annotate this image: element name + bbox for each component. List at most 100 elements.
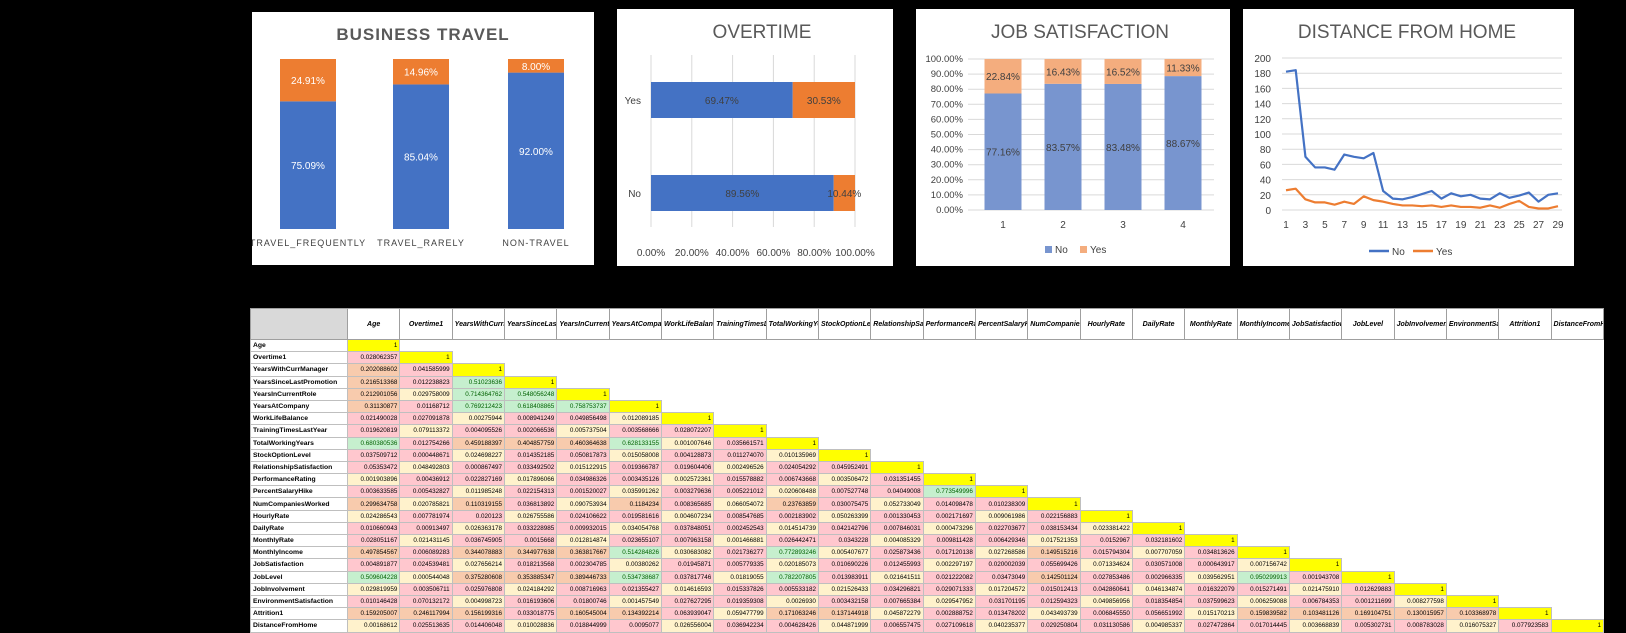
table-cell: 0.045952491 xyxy=(817,460,872,475)
table-cell: 0.001520027 xyxy=(556,485,610,499)
empty-cell xyxy=(1080,497,1133,511)
empty-cell xyxy=(1446,412,1499,425)
table-cell: 0.027109618 xyxy=(922,619,976,633)
table-cell: 0.01800746 xyxy=(556,594,610,609)
table-cell: 0.000643917 xyxy=(1184,558,1238,572)
column-header: MonthlyIncome xyxy=(1236,308,1290,340)
empty-cell xyxy=(1027,388,1081,401)
table-cell: 0.021222082 xyxy=(922,570,976,584)
empty-cell xyxy=(1551,449,1604,462)
empty-cell xyxy=(1498,473,1552,486)
row-header: YearsAtCompany xyxy=(250,399,348,414)
row-header: Age xyxy=(250,338,348,353)
empty-cell xyxy=(1289,351,1342,364)
table-cell: 0.00436912 xyxy=(399,473,453,487)
empty-cell xyxy=(1080,351,1133,364)
table-cell: 0.548056248 xyxy=(503,387,558,401)
empty-cell xyxy=(1341,363,1395,377)
empty-cell xyxy=(452,351,505,364)
data-label: 88.67% xyxy=(1166,139,1200,150)
table-cell: 0.156199316 xyxy=(451,607,505,621)
empty-cell xyxy=(1551,424,1604,437)
table-cell: 0.130015957 xyxy=(1393,607,1447,621)
table-cell: 0.024698227 xyxy=(451,448,505,462)
empty-cell xyxy=(1341,388,1395,401)
table-row: NumCompaniesWorked 0.299634758 0.020785821… xyxy=(250,497,1604,511)
table-cell: 0.404857759 xyxy=(503,436,558,450)
table-row: Age 1 xyxy=(250,338,1604,353)
empty-cell xyxy=(1446,534,1499,547)
x-tick-label: 1 xyxy=(1283,220,1289,231)
empty-cell xyxy=(766,339,819,352)
empty-cell xyxy=(1551,388,1604,401)
x-tick-label: 29 xyxy=(1552,220,1564,231)
table-cell: 0.009932015 xyxy=(556,521,610,536)
table-cell: 0.014406048 xyxy=(451,619,505,633)
data-label: 83.48% xyxy=(1106,143,1140,154)
table-cell: 0.005432827 xyxy=(399,485,453,499)
empty-cell xyxy=(1184,485,1238,498)
data-label: 89.56% xyxy=(725,189,759,200)
empty-cell xyxy=(975,461,1028,474)
x-tick-label: 15 xyxy=(1416,220,1428,231)
y-tick-label: 100.00% xyxy=(925,54,963,65)
row-header: DailyRate xyxy=(250,521,348,536)
empty-cell xyxy=(1184,351,1238,364)
bar-no-s0 xyxy=(651,175,834,211)
column-header: PercentSalaryHike xyxy=(974,308,1029,340)
empty-cell xyxy=(1446,339,1499,352)
empty-cell xyxy=(1132,485,1185,498)
table-cell: 0.020123 xyxy=(451,509,505,523)
table-cell: 0.036745905 xyxy=(451,533,505,548)
table-cell: 0.028051167 xyxy=(346,533,401,548)
empty-cell xyxy=(1551,595,1604,608)
empty-cell xyxy=(1184,522,1238,535)
empty-cell xyxy=(1341,522,1395,535)
data-label: 75.09% xyxy=(291,161,325,172)
table-cell: 0.149515216 xyxy=(1027,546,1081,560)
empty-cell xyxy=(923,412,976,425)
table-cell: 0.004085329 xyxy=(870,533,924,548)
empty-cell xyxy=(1132,339,1185,352)
empty-cell xyxy=(661,376,714,389)
table-cell: 0.012238823 xyxy=(399,375,453,389)
table-row: PerformanceRating 0.001903896 0.00436912 0.… xyxy=(250,473,1604,487)
empty-cell xyxy=(1289,485,1342,498)
empty-cell xyxy=(1498,558,1552,572)
empty-cell xyxy=(923,388,976,401)
y-tick-label: 40 xyxy=(1260,176,1272,187)
table-cell: 0.169104751 xyxy=(1341,607,1395,621)
row-header: YearsSinceLastPromotion xyxy=(250,375,348,389)
empty-cell xyxy=(1132,363,1185,377)
empty-cell xyxy=(1551,571,1604,584)
table-cell: 0.035661571 xyxy=(713,436,767,450)
table-cell: 0.004128873 xyxy=(660,448,715,462)
table-cell: 0.000867497 xyxy=(451,460,505,475)
table-cell: 0.034813626 xyxy=(1184,546,1238,560)
table-cell: 0.514284826 xyxy=(608,546,662,560)
table-cell: 1 xyxy=(765,436,819,450)
series-line-no xyxy=(1285,69,1559,203)
table-cell: 0.0343228 xyxy=(817,533,872,548)
empty-cell xyxy=(1289,510,1342,523)
table-cell: 1 xyxy=(713,424,767,438)
table-cell: 0.030683082 xyxy=(660,546,715,560)
table-cell: 0.008783028 xyxy=(1393,619,1447,633)
distance-from-home-chart: DISTANCE FROM HOME 0 20 40 60 80 100 120 140 160… xyxy=(1243,9,1574,266)
row-header: EnvironmentSatisfaction xyxy=(250,594,348,609)
empty-cell xyxy=(1394,339,1447,352)
bar-2-s1 xyxy=(1044,59,1082,84)
empty-cell xyxy=(1341,437,1395,450)
x-tick-label: 25 xyxy=(1514,220,1526,231)
empty-cell xyxy=(1237,400,1290,413)
empty-cell xyxy=(1394,351,1447,364)
table-cell: 0.007963158 xyxy=(660,533,715,548)
empty-cell xyxy=(1394,473,1447,486)
empty-cell xyxy=(975,449,1028,462)
table-cell: 0.00380262 xyxy=(608,558,662,572)
table-cell: 0.005533182 xyxy=(765,582,819,596)
table-row: TotalWorkingYears 0.680380536 0.012754266 0… xyxy=(250,436,1604,450)
table-cell: 1 xyxy=(870,460,924,475)
empty-cell xyxy=(1289,376,1342,389)
empty-cell xyxy=(1551,461,1604,474)
